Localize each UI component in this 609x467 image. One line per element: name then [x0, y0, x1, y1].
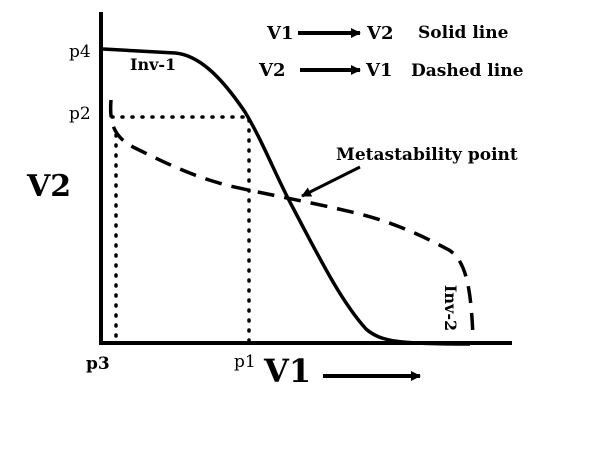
x-axis-label: V1 [264, 352, 312, 390]
dotted-guide-p2 [110, 115, 251, 345]
legend-solid-text: Solid line [418, 23, 509, 43]
legend-dashed-from: V2 [259, 60, 286, 81]
metastability-arrow [301, 165, 361, 198]
inv1-curve [102, 47, 471, 346]
tick-p4: p4 [69, 42, 91, 62]
legend-dashed-to: V1 [366, 60, 393, 81]
inv2-curve [108, 99, 475, 337]
inv1-label: Inv-1 [130, 55, 177, 74]
inv2-label: Inv-2 [441, 284, 461, 332]
legend-solid-from: V1 [267, 23, 294, 44]
tick-p2: p2 [69, 104, 91, 124]
legend-solid-to: V2 [367, 23, 394, 44]
metastability-label: Metastability point [336, 145, 518, 165]
legend-dashed-text: Dashed line [411, 61, 524, 81]
tick-p3: p3 [86, 354, 110, 374]
tick-p1: p1 [234, 352, 256, 372]
y-axis-label: V2 [27, 169, 72, 204]
